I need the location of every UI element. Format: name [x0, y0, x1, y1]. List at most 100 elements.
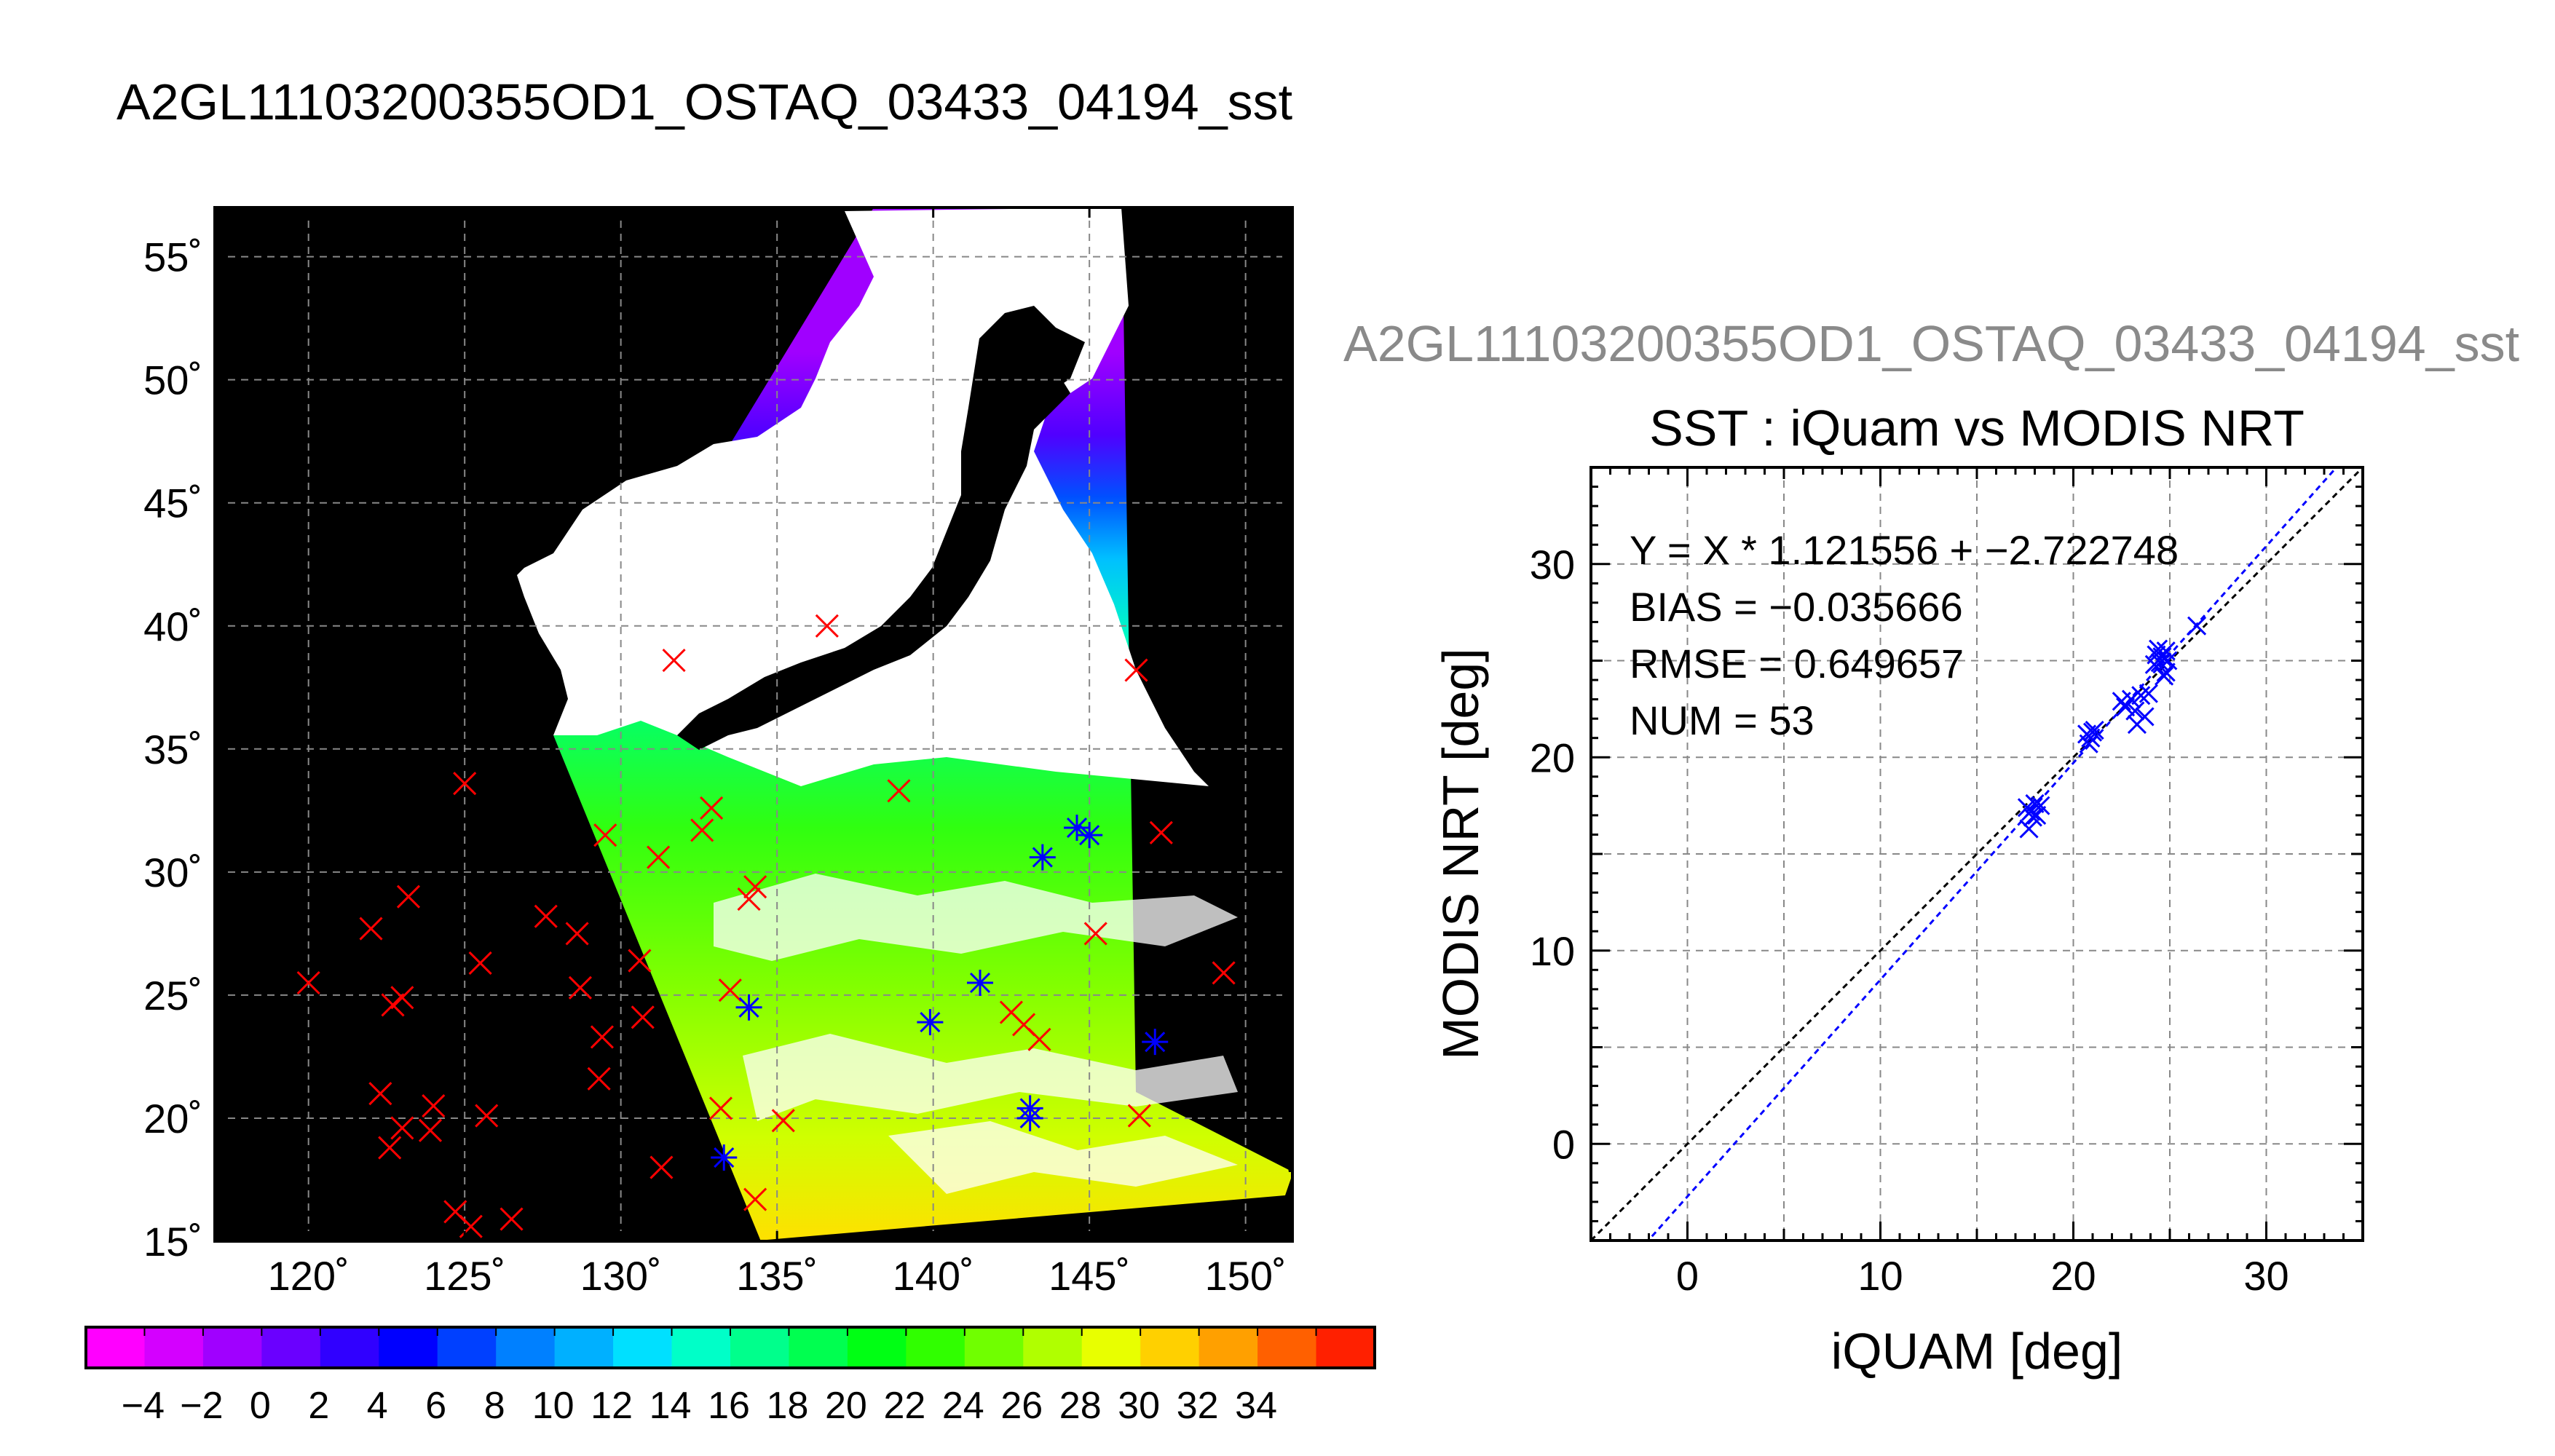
stat-regression: Y = X * 1.121556 + −2.722748 — [1630, 527, 2179, 573]
red-x-marker — [381, 993, 405, 1017]
scatter-panel-header: A2GL11103200355OD1_OSTAQ_03433_04194_sst — [1343, 315, 2520, 372]
blue-star-marker — [711, 1144, 738, 1171]
red-x-marker — [647, 845, 671, 869]
colorbar-cell — [379, 1327, 438, 1368]
identity-line — [1591, 467, 2363, 1241]
blue-star-marker — [917, 1009, 944, 1036]
colorbar-cell — [86, 1327, 145, 1368]
lon-tick-label: 150˚ — [1205, 1253, 1287, 1299]
colorbar-cell — [1140, 1327, 1200, 1368]
scatter-y-tick-labels: 0 10 20 30 — [1530, 542, 1575, 1168]
red-x-marker — [708, 1096, 733, 1120]
colorbar-tick-label: 32 — [1177, 1385, 1219, 1427]
colorbar-cell — [202, 1327, 262, 1368]
colorbar-tick-label: 26 — [1000, 1385, 1043, 1427]
red-x-marker — [499, 1207, 524, 1231]
land-japan — [677, 313, 1070, 750]
scatter-point — [2150, 653, 2170, 673]
colorbar-cells — [86, 1327, 1375, 1368]
red-x-marker — [422, 1093, 446, 1118]
scatter-point — [2019, 819, 2039, 839]
scatter-x-tick-labels: 0 10 20 30 — [1676, 1253, 2289, 1299]
scatter-point — [2031, 796, 2050, 815]
colorbar-cell — [847, 1327, 907, 1368]
scatter-y-axis-label: MODIS NRT [deg] — [1432, 648, 1489, 1059]
colorbar-tick-label: −2 — [180, 1385, 223, 1427]
colorbar-tick-label: 18 — [767, 1385, 809, 1427]
latitude-labels: 15˚ 20˚ 25˚ 30˚ 35˚ 40˚ 45˚ 50˚ 55˚ — [143, 234, 202, 1265]
red-x-marker — [534, 904, 558, 928]
colorbar-cell — [496, 1327, 556, 1368]
red-x-marker — [593, 823, 617, 847]
longitude-labels: 120˚ 125˚ 130˚ 135˚ 140˚ 145˚ 150˚ — [268, 1253, 1287, 1299]
lat-tick-label: 20˚ — [143, 1096, 202, 1142]
red-x-marker — [587, 1067, 611, 1091]
colorbar-tick-label: 20 — [825, 1385, 867, 1427]
colorbar-tick-label: 10 — [532, 1385, 574, 1427]
lon-tick-label: 140˚ — [893, 1253, 974, 1299]
figure-title: A2GL11103200355OD1_OSTAQ_03433_04194_sst — [117, 74, 1293, 130]
scatter-x-tick-label: 0 — [1676, 1253, 1699, 1299]
red-x-marker — [390, 1116, 414, 1140]
sst-map-panel: 120˚ 125˚ 130˚ 135˚ 140˚ 145˚ 150˚ 15˚ 20˚ 25˚ 30… — [143, 206, 1294, 1299]
scatter-y-tick-label: 0 — [1552, 1121, 1575, 1167]
land-hokkaido — [1005, 306, 1085, 393]
colorbar-cell — [261, 1327, 321, 1368]
blue-star-marker — [1142, 1029, 1169, 1056]
red-x-marker — [1027, 1027, 1051, 1051]
blue-star-marker — [1016, 1095, 1043, 1122]
scatter-point — [2187, 616, 2207, 636]
cloud-south — [714, 874, 1238, 1194]
colorbar-cell — [1257, 1327, 1317, 1368]
colorbar-cell — [144, 1327, 204, 1368]
scatter-point — [2025, 794, 2045, 814]
red-x-marker — [418, 1118, 443, 1142]
colorbar-cell — [964, 1327, 1024, 1368]
colorbar-tick-label: 14 — [649, 1385, 692, 1427]
lat-tick-label: 25˚ — [143, 973, 202, 1018]
red-x-marker — [743, 875, 767, 899]
red-x-marker — [568, 976, 592, 1000]
scatter-tick-marks — [1591, 467, 2363, 1241]
scatter-point — [2079, 734, 2098, 753]
colorbar-cell — [789, 1327, 848, 1368]
lon-tick-label: 120˚ — [268, 1253, 350, 1299]
scatter-point — [2158, 651, 2178, 670]
red-x-marker — [1124, 658, 1148, 682]
colorbar-cell — [1198, 1327, 1258, 1368]
stat-rmse: RMSE = 0.649657 — [1630, 641, 1964, 687]
red-x-marker — [396, 885, 421, 909]
colorbar-cell — [1316, 1327, 1375, 1368]
colorbar-tick-label: 8 — [484, 1385, 505, 1427]
colorbar-tick-label: 0 — [250, 1385, 271, 1427]
colorbar-cell — [554, 1327, 614, 1368]
scatter-point — [2027, 805, 2047, 825]
colorbar-tick-label: 28 — [1059, 1385, 1102, 1427]
red-x-marker — [662, 649, 686, 673]
red-x-marker — [690, 818, 714, 842]
red-x-marker — [771, 1109, 795, 1133]
blue-star-markers — [711, 815, 1169, 1171]
map-tick-marks — [215, 207, 1292, 1243]
red-x-marker — [359, 917, 383, 941]
blue-star-marker — [1076, 822, 1103, 849]
scatter-point — [2115, 697, 2136, 717]
scatter-points — [2017, 616, 2207, 839]
lat-tick-label: 15˚ — [143, 1219, 202, 1265]
scatter-panel: SST : iQuam vs MODIS NRT 0 10 20 30 0 10 20 30… — [1432, 400, 2364, 1380]
colorbar-tick-label: −4 — [122, 1385, 165, 1427]
red-x-marker — [390, 986, 414, 1010]
red-x-marker — [378, 1136, 402, 1160]
lon-tick-label: 135˚ — [736, 1253, 818, 1299]
red-x-marker — [1127, 1104, 1151, 1128]
red-x-marker — [368, 1082, 392, 1106]
blue-star-marker — [735, 994, 762, 1021]
red-x-marker — [1083, 922, 1107, 946]
colorbar-cell — [906, 1327, 965, 1368]
lat-tick-label: 50˚ — [143, 357, 202, 403]
red-x-marker — [743, 1187, 767, 1211]
colorbar-cell — [1081, 1327, 1141, 1368]
scatter-point — [2139, 684, 2158, 703]
map-frame — [213, 206, 1294, 1243]
lat-tick-label: 40˚ — [143, 604, 202, 649]
